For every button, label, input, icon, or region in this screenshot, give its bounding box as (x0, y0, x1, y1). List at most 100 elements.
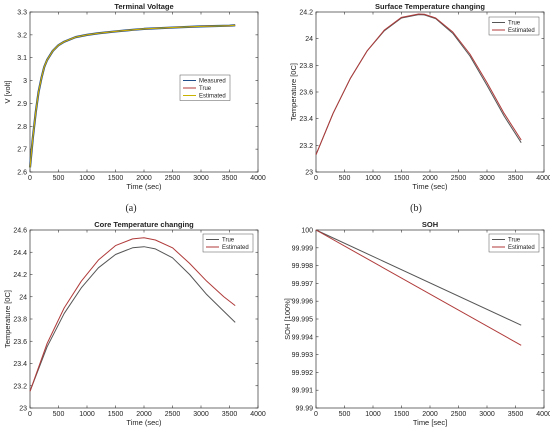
y-axis-label: V [volt] (3, 81, 12, 104)
series-line-estimated (29, 24, 236, 168)
chart-panel-2: Surface Temperature changing 0 500 1000 1500… (289, 2, 550, 214)
legend-entry: Estimated (508, 245, 535, 251)
x-tick-label: 4000 (536, 175, 550, 182)
y-tick-label: 23.6 (299, 90, 313, 97)
x-tick-label: 2000 (422, 411, 438, 418)
x-tick-label: 1000 (79, 411, 95, 418)
x-tick-label: 3500 (508, 175, 524, 182)
y-tick-label: 23.2 (299, 143, 313, 150)
x-tick-label: 0 (28, 411, 32, 418)
y-tick-label: 23.4 (13, 361, 27, 368)
y-tick-label: 99.999 (292, 245, 314, 252)
y-tick-label: 23.8 (299, 63, 313, 70)
x-tick-label: 2500 (165, 411, 181, 418)
legend-entry: True (222, 238, 235, 244)
x-tick-label: 2000 (136, 175, 152, 182)
y-tick-label: 3.2 (17, 32, 27, 39)
series-line-true (315, 229, 522, 326)
legend-entry: True (508, 238, 521, 244)
y-tick-label: 99.99 (295, 406, 313, 413)
series-line-estimated (315, 229, 522, 346)
x-tick-label: 3000 (479, 411, 495, 418)
x-tick-label: 4000 (250, 175, 266, 182)
x-tick-label: 0 (314, 175, 318, 182)
y-tick-label: 23 (19, 406, 27, 413)
x-tick-label: 2500 (165, 175, 181, 182)
x-axis-label: Time [sec] (413, 418, 447, 427)
y-tick-label: 2.7 (17, 147, 27, 154)
x-tick-label: 3000 (479, 175, 495, 182)
y-tick-label: 23.6 (13, 339, 27, 346)
plot-area (29, 229, 259, 409)
chart-title: Core Temperature changing (94, 220, 194, 229)
y-tick-label: 100 (301, 228, 313, 235)
x-tick-label: 1000 (79, 175, 95, 182)
y-tick-label: 23 (305, 170, 313, 177)
x-tick-label: 3000 (193, 175, 209, 182)
y-tick-label: 2.6 (17, 170, 27, 177)
y-tick-label: 2.9 (17, 101, 27, 108)
chart-panel-4: SOH 0 500 1000 1500 2000 2500 3000 3500 4000 99.99… (283, 220, 550, 427)
x-tick-label: 1000 (365, 175, 381, 182)
y-tick-label: 23.8 (13, 317, 27, 324)
series-line-estimated (29, 237, 236, 392)
x-tick-label: 500 (339, 175, 351, 182)
x-tick-label: 1500 (108, 175, 124, 182)
legend-entry: Estimated (199, 94, 226, 100)
x-axis-label: Time (sec) (126, 418, 162, 427)
y-tick-label: 99.996 (292, 299, 314, 306)
chart-panel-3: Core Temperature changing 0 500 1000 1500 200… (3, 220, 266, 427)
y-tick-label: 24 (19, 294, 27, 301)
y-tick-label: 24.2 (13, 272, 27, 279)
y-tick-label: 3.3 (17, 10, 27, 17)
chart-title: SOH (422, 220, 438, 229)
legend-entry: True (199, 86, 212, 92)
x-tick-label: 2500 (451, 175, 467, 182)
x-tick-label: 2000 (422, 175, 438, 182)
x-tick-label: 2000 (136, 411, 152, 418)
x-tick-label: 4000 (536, 411, 550, 418)
x-tick-label: 0 (314, 411, 318, 418)
legend-entry: Estimated (508, 28, 535, 34)
x-tick-label: 1500 (394, 175, 410, 182)
y-tick-label: 99.995 (292, 317, 314, 324)
x-tick-label: 500 (53, 411, 65, 418)
chart-title: Surface Temperature changing (375, 2, 485, 11)
panel-caption: (b) (410, 203, 422, 214)
plot-area (315, 11, 545, 173)
x-tick-label: 0 (28, 175, 32, 182)
x-tick-label: 4000 (250, 411, 266, 418)
panel-caption: (a) (125, 203, 136, 214)
y-tick-label: 24 (305, 36, 313, 43)
x-tick-label: 3500 (222, 411, 238, 418)
y-tick-label: 99.994 (292, 334, 314, 341)
chart-panel-1: Terminal Voltage 0 500 1000 1500 2000 2500 3000… (3, 2, 266, 214)
x-tick-label: 3500 (508, 411, 524, 418)
y-tick-label: 99.998 (292, 263, 314, 270)
y-tick-label: 99.997 (292, 281, 314, 288)
y-tick-label: 24.2 (299, 10, 313, 17)
x-tick-label: 1000 (365, 411, 381, 418)
y-tick-label: 24.4 (13, 250, 27, 257)
y-tick-label: 24.6 (13, 228, 27, 235)
series-line-estimated (315, 13, 522, 155)
legend-entry: True (508, 21, 521, 27)
chart-title: Terminal Voltage (114, 2, 173, 11)
x-axis-label: Time (sec) (412, 182, 448, 191)
x-tick-label: 3000 (193, 411, 209, 418)
x-tick-label: 1500 (394, 411, 410, 418)
y-tick-label: 3.1 (17, 55, 27, 62)
y-tick-label: 23.4 (299, 116, 313, 123)
y-axis-label: Temperature [0C] (289, 63, 298, 121)
series-line-true (29, 246, 236, 392)
y-tick-label: 99.992 (292, 370, 314, 377)
legend-entry: Measured (199, 79, 226, 85)
y-axis-label: SOH [100%] (283, 298, 292, 340)
y-axis-label: Temperature [0C] (3, 290, 12, 348)
y-tick-label: 23.2 (13, 383, 27, 390)
